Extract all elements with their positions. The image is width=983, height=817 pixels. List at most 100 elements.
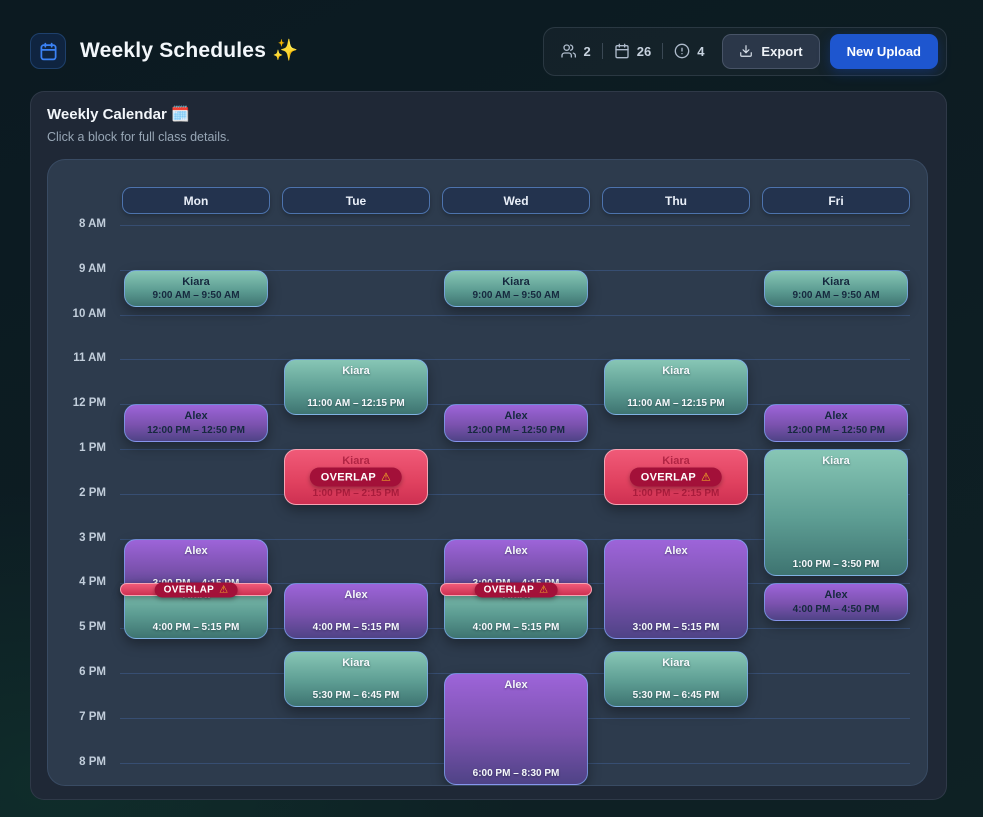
event-block[interactable]: Kiara 9:00 AM – 9:50 AM [764, 269, 908, 308]
people-count: 2 [583, 43, 591, 59]
event-person: Alex [504, 544, 528, 557]
day-header-tue: Tue [282, 187, 430, 214]
event-block[interactable]: Kiara 11:00 AM – 12:15 PM [604, 359, 748, 416]
time-label: 2 PM [79, 486, 106, 499]
event-person: Alex [504, 410, 528, 423]
hour-gridline [120, 359, 910, 361]
time-label: 1 PM [79, 442, 106, 454]
alert-circle-icon [674, 43, 690, 59]
event-person: Kiara [182, 275, 210, 288]
hour-gridline [120, 314, 910, 316]
calendar-emoji: 🗓️ [170, 106, 190, 123]
warning-icon: ⚠ [539, 584, 549, 596]
event-block[interactable]: Alex 12:00 PM – 12:50 PM [444, 404, 588, 442]
download-icon [740, 45, 753, 57]
event-person: Kiara [662, 365, 690, 378]
page-title: Weekly Schedules ✨ [80, 39, 299, 62]
event-block[interactable]: Kiara 9:00 AM – 9:50 AM [444, 269, 588, 308]
event-block[interactable]: Alex 6:00 PM – 8:30 PM [444, 673, 588, 785]
overlap-badge: OVERLAP ⚠ [474, 582, 558, 598]
event-block[interactable]: Alex 4:00 PM – 4:50 PM [764, 583, 908, 621]
event-time: 6:00 PM – 8:30 PM [472, 768, 560, 779]
event-time: 5:30 PM – 6:45 PM [312, 689, 400, 701]
stat-warnings: 4 [674, 43, 704, 59]
event-person: Kiara [342, 656, 370, 669]
overlap-block[interactable]: Kiara 1:00 PM – 2:15 PM OVERLAP ⚠ [284, 449, 428, 505]
event-time: 1:00 PM – 2:15 PM [312, 488, 400, 499]
event-time: 11:00 AM – 12:15 PM [307, 398, 405, 410]
stat-days: 26 [614, 43, 651, 59]
overlap-strip[interactable]: OVERLAP ⚠ [440, 582, 592, 598]
event-person: Kiara [822, 455, 850, 467]
event-person: Kiara [342, 455, 370, 467]
event-person: Kiara [822, 275, 850, 288]
overlap-badge: OVERLAP ⚠ [309, 467, 403, 487]
event-block[interactable]: Alex 3:00 PM – 5:15 PM [604, 538, 748, 640]
event-person: Alex [824, 589, 848, 602]
title-group: Weekly Schedules ✨ [30, 33, 298, 69]
overlap-block[interactable]: Kiara 1:00 PM – 2:15 PM OVERLAP ⚠ [604, 449, 748, 505]
event-block[interactable]: Alex 4:00 PM – 5:15 PM [284, 583, 428, 640]
event-person: Kiara [502, 275, 530, 288]
weekly-calendar-card: Weekly Calendar 🗓️ Click a block for ful… [30, 91, 947, 800]
page-header: Weekly Schedules ✨ 2 26 4 Export New U [30, 25, 947, 77]
event-block[interactable]: Alex 12:00 PM – 12:50 PM [124, 404, 268, 442]
time-label: 3 PM [79, 531, 106, 544]
time-label: 4 PM [79, 576, 106, 589]
warnings-count: 4 [697, 43, 705, 59]
time-label: 7 PM [79, 710, 106, 723]
event-block[interactable]: Alex 12:00 PM – 12:50 PM [764, 404, 908, 442]
time-label: 12 PM [72, 397, 106, 410]
overlap-badge: OVERLAP ⚠ [154, 582, 238, 598]
event-person: Alex [344, 589, 368, 602]
export-button[interactable]: Export [722, 33, 820, 69]
event-time: 9:00 AM – 9:50 AM [472, 290, 560, 302]
time-label: 9 AM [78, 262, 106, 275]
users-icon [561, 44, 577, 58]
time-label: 5 PM [79, 621, 106, 634]
warning-icon: ⚠ [381, 471, 392, 484]
event-person: Alex [824, 410, 848, 423]
hour-gridline [120, 225, 910, 226]
event-person: Alex [184, 544, 208, 557]
overlap-badge: OVERLAP ⚠ [629, 467, 723, 487]
divider [601, 43, 603, 59]
warning-icon: ⚠ [219, 584, 229, 596]
day-header-fri: Fri [762, 187, 910, 214]
hour-gridline [120, 449, 910, 450]
event-block[interactable]: Kiara 11:00 AM – 12:15 PM [284, 359, 428, 416]
event-time: 4:00 PM – 5:15 PM [312, 622, 400, 634]
event-block[interactable]: Kiara 9:00 AM – 9:50 AM [124, 269, 268, 308]
stat-people: 2 [560, 43, 591, 59]
event-person: Kiara [662, 656, 690, 669]
time-label: 8 PM [79, 755, 106, 768]
calendar-grid: Mon Tue Wed Thu Fri 8 AM 9 AM 10 AM 11 AM 12 PM 1 … [47, 159, 928, 786]
event-time: 1:00 PM – 2:15 PM [632, 488, 720, 499]
hour-gridline [120, 493, 910, 495]
stats-group: 2 26 4 [552, 43, 712, 59]
event-time: 12:00 PM – 12:50 PM [147, 424, 245, 436]
event-time: 9:00 AM – 9:50 AM [152, 290, 240, 302]
event-person: Alex [664, 544, 688, 557]
sparkles-emoji: ✨ [272, 39, 299, 62]
event-time: 12:00 PM – 12:50 PM [787, 424, 885, 436]
day-header-wed: Wed [442, 187, 590, 214]
event-block[interactable]: Kiara 5:30 PM – 6:45 PM [284, 650, 428, 707]
event-time: 3:00 PM – 5:15 PM [632, 622, 720, 634]
divider [662, 43, 664, 59]
day-header-mon: Mon [122, 187, 270, 214]
warning-icon: ⚠ [701, 471, 712, 484]
overlap-strip[interactable]: OVERLAP ⚠ [120, 582, 272, 598]
event-block[interactable]: Kiara 1:00 PM – 3:50 PM [764, 449, 908, 576]
day-header-thu: Thu [602, 187, 750, 214]
event-person: Alex [504, 679, 528, 691]
new-upload-button[interactable]: New Upload [829, 33, 938, 69]
card-subtitle: Click a block for full class details. [47, 130, 230, 144]
days-count: 26 [636, 43, 652, 59]
card-heading: Weekly Calendar 🗓️ [47, 106, 190, 123]
event-time: 1:00 PM – 3:50 PM [792, 558, 880, 570]
time-label: 8 AM [78, 218, 106, 230]
event-time: 4:00 PM – 5:15 PM [472, 622, 560, 634]
event-block[interactable]: Kiara 5:30 PM – 6:45 PM [604, 650, 748, 707]
event-time: 12:00 PM – 12:50 PM [467, 424, 565, 436]
